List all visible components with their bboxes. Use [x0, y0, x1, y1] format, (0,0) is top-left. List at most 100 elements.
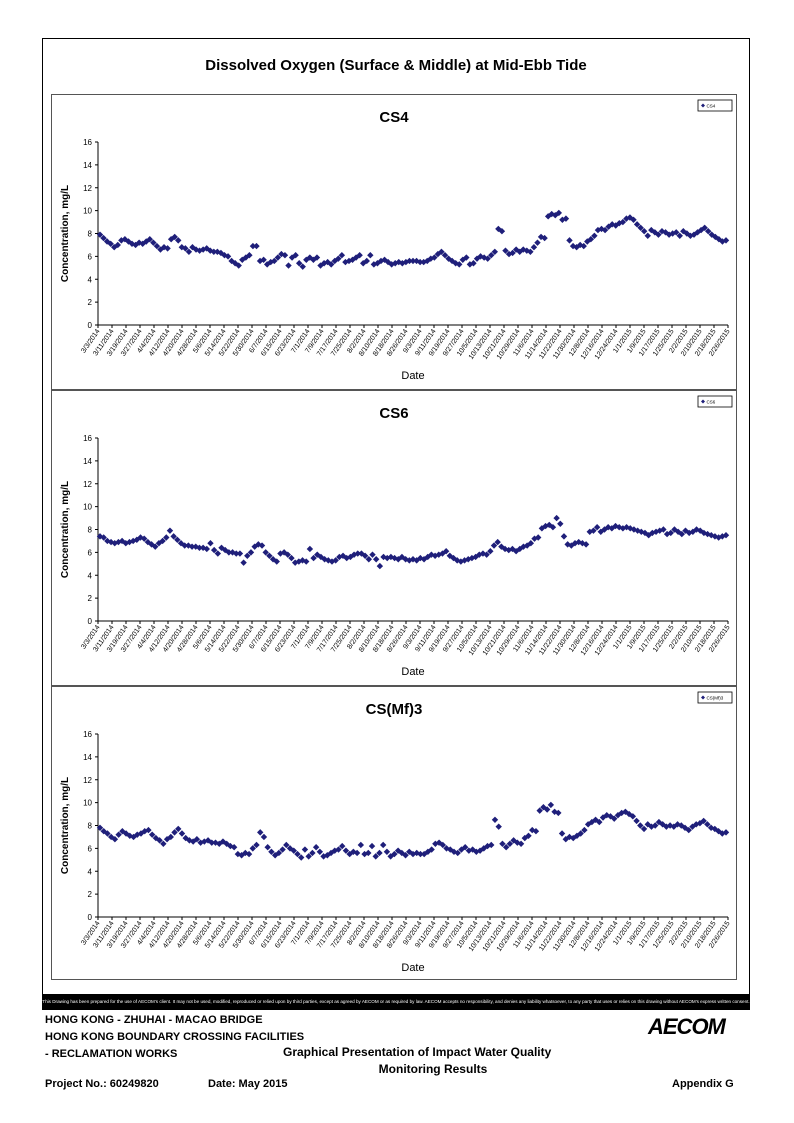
- data-point: [509, 249, 516, 257]
- footer-line2: HONG KONG BOUNDARY CROSSING FACILITIES: [45, 1031, 305, 1043]
- data-point: [601, 226, 609, 234]
- data-point: [603, 812, 610, 819]
- data-point: [641, 529, 649, 537]
- data-point: [601, 526, 608, 533]
- y-axis-label: Concentration, mg/L: [60, 777, 71, 874]
- legend-label: CS4: [707, 104, 716, 109]
- data-point: [96, 231, 104, 238]
- footer-line1: HONG KONG - ZHUHAI - MACAO BRIDGE: [45, 1014, 263, 1026]
- data-point: [240, 559, 247, 566]
- data-point: [376, 562, 384, 570]
- data-point: [542, 522, 549, 530]
- data-point: [245, 850, 253, 858]
- data-point: [534, 239, 541, 246]
- data-point: [420, 258, 427, 266]
- data-point: [285, 262, 292, 269]
- data-point: [669, 230, 676, 237]
- data-point: [640, 228, 648, 235]
- data-point: [130, 833, 137, 841]
- data-point: [153, 242, 161, 250]
- data-point: [406, 257, 413, 265]
- data-point: [687, 232, 694, 239]
- data-point: [292, 252, 299, 259]
- y-tick-label: 12: [83, 480, 92, 489]
- data-point: [212, 839, 219, 846]
- y-tick-label: 8: [88, 526, 93, 535]
- data-point: [633, 221, 641, 228]
- legend-marker: [701, 399, 705, 404]
- data-point: [468, 554, 476, 562]
- footer-line3: - RECLAMATION WORKS: [45, 1048, 178, 1060]
- data-point: [417, 850, 424, 858]
- data-point: [680, 228, 687, 235]
- data-point: [357, 841, 365, 849]
- data-point: [645, 532, 652, 539]
- data-point: [100, 828, 107, 835]
- data-point: [164, 245, 171, 252]
- data-point: [104, 537, 111, 545]
- data-point: [711, 533, 719, 540]
- data-point: [592, 816, 599, 823]
- data-point: [512, 246, 520, 253]
- data-point: [249, 845, 256, 852]
- data-point: [114, 241, 121, 249]
- data-point: [607, 813, 614, 820]
- y-tick-label: 0: [88, 617, 93, 626]
- data-point: [324, 258, 331, 266]
- data-point: [409, 257, 417, 265]
- y-axis-label: Concentration, mg/L: [60, 481, 71, 578]
- data-point: [234, 850, 242, 858]
- data-point: [491, 816, 499, 823]
- data-point: [712, 233, 719, 241]
- drawing-date: Date: May 2015: [208, 1078, 288, 1090]
- y-tick-label: 10: [83, 207, 92, 216]
- data-point: [244, 552, 251, 560]
- data-point: [674, 821, 681, 828]
- data-point: [552, 212, 559, 219]
- data-point: [441, 252, 449, 259]
- y-tick-label: 2: [88, 298, 93, 307]
- data-point: [689, 528, 697, 535]
- y-tick-label: 16: [83, 730, 92, 739]
- data-point: [129, 537, 137, 545]
- data-point: [559, 216, 566, 223]
- y-tick-label: 2: [88, 594, 93, 603]
- data-point: [273, 558, 280, 565]
- data-point: [560, 533, 568, 540]
- data-point: [335, 255, 342, 262]
- data-point: [671, 526, 678, 533]
- data-point: [673, 229, 680, 236]
- data-point: [443, 845, 450, 852]
- disclaimer-bar: This Drawing has been prepared for the u…: [42, 994, 750, 1010]
- aecom-logo: AECOM: [648, 1014, 726, 1039]
- data-point: [368, 842, 376, 850]
- data-point: [150, 239, 157, 246]
- data-point: [327, 261, 335, 268]
- data-point: [594, 226, 602, 234]
- data-point: [363, 257, 370, 265]
- footer-center2: Monitoring Results: [378, 1062, 488, 1076]
- data-point: [562, 836, 569, 843]
- data-point: [313, 254, 321, 261]
- data-point: [196, 247, 203, 254]
- data-point: [722, 532, 730, 539]
- data-point: [665, 231, 673, 238]
- data-point: [597, 528, 604, 535]
- data-point: [283, 841, 290, 849]
- x-axis-label: Date: [401, 370, 424, 382]
- data-point: [207, 540, 214, 547]
- data-point: [660, 526, 667, 533]
- chart-title: CS6: [379, 405, 408, 422]
- data-point: [623, 524, 630, 531]
- y-tick-label: 6: [88, 548, 93, 557]
- data-point: [596, 818, 603, 826]
- data-point: [284, 551, 291, 558]
- data-point: [301, 846, 309, 853]
- data-point: [185, 248, 193, 255]
- data-point: [379, 841, 387, 849]
- data-point: [719, 238, 726, 245]
- data-point: [264, 844, 271, 851]
- data-point: [562, 215, 570, 222]
- data-point: [257, 829, 264, 836]
- data-point: [208, 839, 215, 846]
